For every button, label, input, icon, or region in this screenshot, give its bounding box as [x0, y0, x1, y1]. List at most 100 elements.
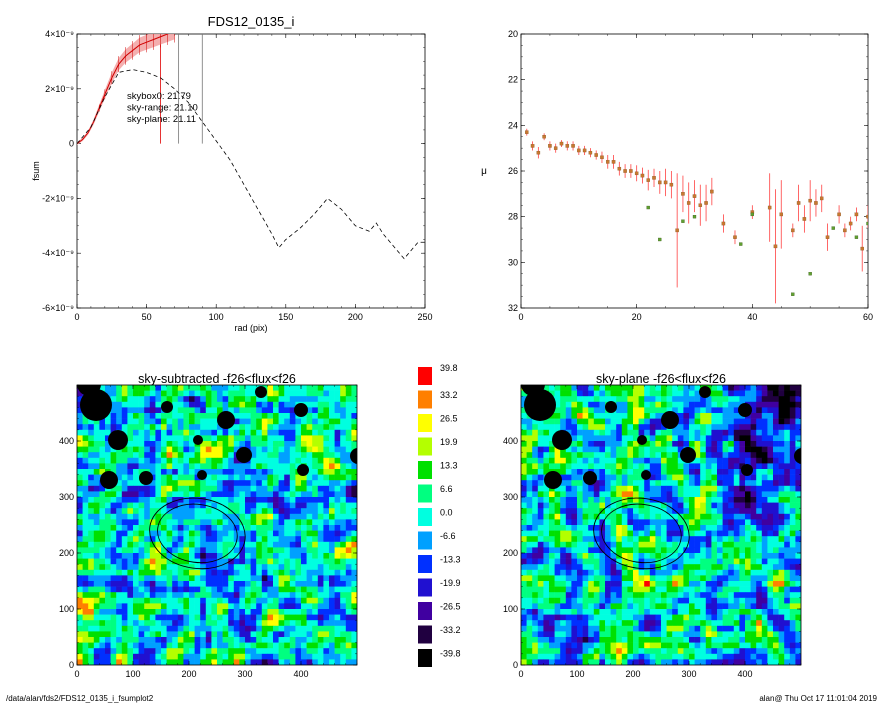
map-pixel [177, 497, 184, 503]
map-pixel [301, 396, 307, 403]
map-pixel [345, 603, 352, 610]
map-pixel [205, 553, 212, 559]
map-pixel [211, 457, 218, 464]
map-pixel [105, 614, 111, 621]
map-pixel [334, 407, 341, 414]
map-pixel [345, 435, 352, 442]
map-pixel [149, 575, 156, 582]
y-tick-label: 0 [69, 660, 74, 670]
map-pixel [351, 569, 357, 576]
map-pixel [295, 390, 302, 397]
map-pixel [773, 530, 779, 537]
map-pixel [717, 541, 723, 548]
map-pixel [705, 452, 712, 459]
map-pixel [267, 429, 274, 436]
map-pixel [222, 659, 229, 665]
map-pixel [560, 508, 567, 515]
map-pixel [189, 502, 195, 509]
map-pixel [655, 446, 662, 453]
map-pixel [722, 581, 729, 587]
map-pixel [599, 530, 606, 537]
map-pixel [222, 497, 229, 503]
map-pixel [93, 418, 100, 425]
map-pixel [172, 625, 179, 632]
map-pixel [121, 491, 128, 498]
map-pixel [189, 491, 195, 498]
map-pixel [717, 508, 723, 515]
map-pixel [767, 541, 774, 548]
map-pixel [138, 547, 145, 554]
map-pixel [289, 474, 296, 481]
map-pixel [633, 452, 639, 459]
map-pixel [351, 485, 357, 492]
map-pixel [77, 575, 83, 582]
map-pixel [194, 558, 201, 565]
map-pixel [705, 553, 712, 559]
map-pixel [189, 385, 195, 391]
map-pixel [526, 485, 533, 492]
map-pixel [717, 413, 723, 419]
map-pixel [161, 441, 167, 447]
map-pixel [205, 508, 212, 515]
map-pixel [773, 401, 779, 408]
map-pixel [166, 485, 173, 492]
map-pixel [616, 581, 623, 587]
map-pixel [745, 525, 751, 531]
map-pixel [261, 463, 268, 470]
map-pixel [521, 401, 527, 408]
map-pixel [638, 564, 645, 571]
map-pixel [177, 424, 184, 431]
map-pixel [306, 424, 313, 431]
map-pixel [256, 631, 263, 638]
map-pixel [228, 553, 235, 559]
map-pixel [211, 508, 218, 515]
map-pixel [172, 390, 179, 397]
map-pixel [149, 497, 156, 503]
map-pixel [166, 592, 173, 599]
map-pixel [543, 547, 550, 554]
map-pixel [189, 424, 195, 431]
map-pixel [711, 581, 718, 587]
map-pixel [705, 525, 712, 531]
x-tick-label: 0 [74, 312, 79, 322]
map-pixel [217, 659, 223, 665]
map-pixel [77, 558, 83, 565]
map-pixel [733, 541, 740, 548]
map-pixel [633, 569, 639, 576]
map-pixel [329, 480, 335, 487]
map-pixel [273, 457, 279, 464]
map-pixel [256, 413, 263, 419]
map-pixel [116, 592, 123, 599]
map-pixel [273, 418, 279, 425]
map-pixel [306, 620, 313, 627]
map-pixel [93, 575, 100, 582]
map-pixel [560, 564, 567, 571]
map-pixel [532, 497, 539, 503]
map-pixel [77, 547, 83, 554]
map-pixel [77, 637, 83, 643]
map-pixel [183, 497, 190, 503]
map-pixel [621, 480, 628, 487]
map-pixel [722, 564, 729, 571]
map-pixel [127, 586, 134, 593]
map-pixel [256, 491, 263, 498]
map-pixel [82, 547, 89, 554]
map-pixel [661, 497, 667, 503]
map-pixel [273, 452, 279, 459]
map-pixel [93, 519, 100, 526]
map-pixel [661, 457, 667, 464]
map-pixel [340, 474, 347, 481]
map-pixel [166, 385, 173, 391]
map-pixel [250, 625, 257, 632]
map-pixel [200, 631, 207, 638]
map-pixel [722, 508, 729, 515]
map-pixel [767, 390, 774, 397]
map-pixel [149, 513, 156, 520]
map-pixel [273, 446, 279, 453]
map-pixel [166, 452, 173, 459]
map-pixel [222, 513, 229, 520]
map-pixel [194, 637, 201, 643]
map-pixel [694, 508, 701, 515]
map-pixel [155, 446, 162, 453]
map-pixel [194, 474, 201, 481]
